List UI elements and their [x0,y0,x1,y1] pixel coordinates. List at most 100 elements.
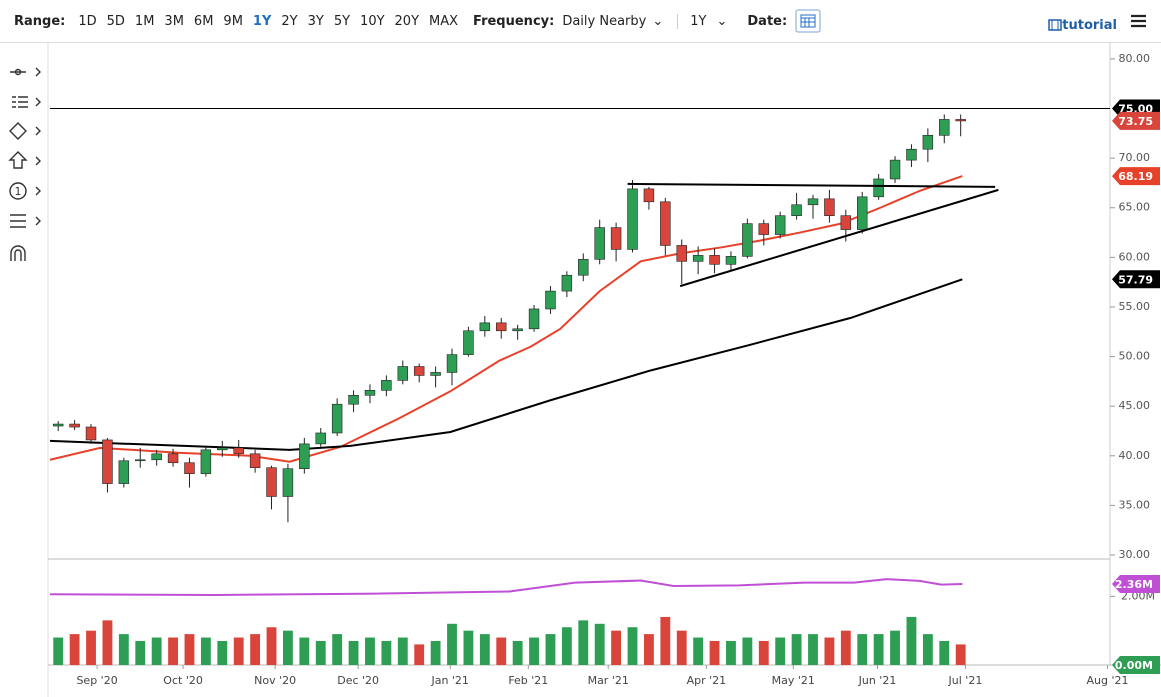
magnet-tool[interactable] [10,245,26,261]
range-group: 1D 5D 1M 3M 6M 9M 1Y 2Y 3Y 5Y 10Y 20Y MAX [73,14,463,29]
calendar-button[interactable] [795,9,821,33]
line-tool[interactable] [10,67,41,77]
candle-body [857,196,868,230]
volume-bar [168,637,178,665]
candle-body [52,423,64,427]
volume-bar [824,637,835,665]
volume-bar [479,634,490,665]
range-button[interactable]: 20Y [394,13,420,29]
range-button[interactable]: 5Y [333,13,351,29]
x-tick-label: Aug '21 [1087,674,1129,687]
volume-bar [709,640,720,665]
number-tool[interactable] [9,182,27,200]
volume-bar [857,634,868,665]
period-caret[interactable]: ⌄ [716,13,728,29]
volume-bar [594,623,605,665]
candle-body [151,453,162,461]
range-button[interactable]: 1M [134,13,155,29]
range-button[interactable]: 3Y [307,13,324,29]
candle-body [873,178,884,198]
fib-tool[interactable] [12,96,41,108]
candle-body [85,426,97,441]
range-button[interactable]: MAX [429,13,459,29]
candle-body [824,198,835,216]
volume-bar [250,634,261,665]
y-tick-label: 60.00 [1119,250,1151,263]
candle-body [889,159,901,180]
volume-bar [53,637,64,665]
candle-body [643,188,655,203]
candle-body [331,403,343,434]
volume-bar [627,627,638,665]
number-caret [35,186,41,196]
candle-body [627,188,638,250]
volume-bar [561,627,572,665]
y-tick-label: 30.00 [1119,548,1151,561]
candle-body [282,468,294,497]
range-button[interactable]: 2Y [281,13,298,29]
line-tool-dot [14,68,22,76]
x-tick-label: Jun '21 [858,674,897,687]
film-icon [1048,19,1063,31]
last-price-label: 73.75 [1118,115,1153,128]
frequency-select[interactable]: Daily Nearby [562,13,647,29]
candle-body [496,322,507,332]
trendline [679,188,999,288]
volume-bar [775,637,786,665]
candle-body [102,439,113,484]
moving-average [49,278,963,451]
volume-bar [496,637,507,665]
candle-body [906,148,917,161]
candle-body [299,443,310,470]
volume-bar [463,630,474,665]
volume-marker-label: 0.00M [1115,659,1153,672]
range-button[interactable]: 6M [193,13,214,29]
tutorial-text: tutorial [1062,17,1117,33]
arrow-tool[interactable] [8,151,41,169]
drawing-tools: 1 [8,67,41,261]
candle-body [660,201,671,246]
volume-bar [151,637,162,665]
volume-bar [660,616,671,665]
volume-bar [365,637,375,665]
shape-tool[interactable] [9,122,41,140]
volume-bar [693,637,704,665]
volume-bar [758,640,769,665]
candle-body [758,223,769,235]
volume-bar [315,640,326,665]
menu-button[interactable] [1129,13,1149,29]
range-button[interactable]: 1D [78,13,97,29]
range-button[interactable]: 10Y [360,13,385,29]
volume-bar [86,630,96,665]
volume-bar [200,637,211,665]
range-button[interactable]: 1Y [252,13,272,29]
volume-bar [955,644,966,665]
candle-body [955,119,966,122]
volume-bar [102,620,113,665]
frequency-caret[interactable]: ⌄ [652,13,664,29]
y-tick-label: 70.00 [1119,151,1151,164]
period-select[interactable]: 1Y [677,13,706,29]
moving-average-label: 57.79 [1118,273,1153,286]
volume-bar [906,616,917,665]
x-tick-label: Feb '21 [508,674,548,687]
volume-average [49,578,963,596]
pattern-tool[interactable] [10,214,41,228]
candle-body [463,330,474,355]
volume-bar [430,640,441,665]
candle-body [791,204,802,216]
range-button[interactable]: 9M [223,13,243,29]
x-tick-label: Apr '21 [687,674,727,687]
volume-bar [939,640,950,665]
volume-bar [184,634,195,665]
volume-bar [791,634,802,665]
candle-body [135,459,146,462]
volume-marker-label: 2.36M [1115,578,1153,591]
range-button[interactable]: 3M [164,13,184,29]
moving-average-label: 68.19 [1118,170,1153,183]
candle-body [528,308,540,330]
range-button[interactable]: 5D [106,13,125,29]
candle-body [840,215,852,230]
candle-body [266,467,277,497]
tutorial-link[interactable]: tutorial [1048,18,1117,33]
